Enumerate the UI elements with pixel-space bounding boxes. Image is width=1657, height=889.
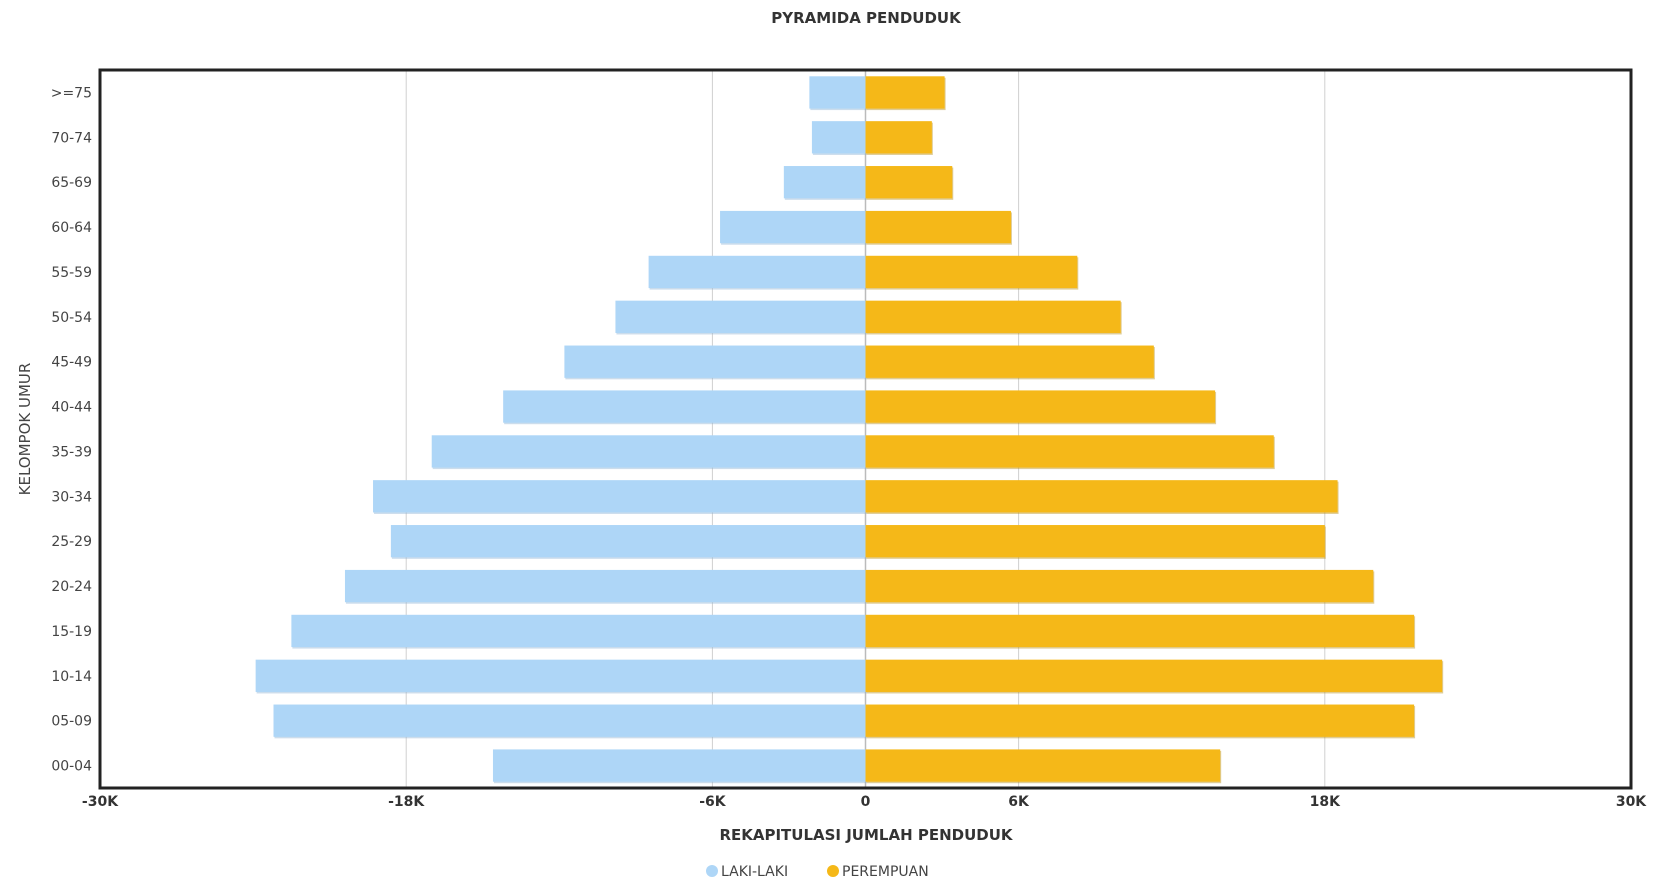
- plot-frame: [98, 68, 1633, 790]
- bar-laki-laki-4549[interactable]: [564, 345, 866, 378]
- x-tick-label: -30K: [82, 794, 119, 810]
- x-tick-labels: -30K -18K -6K 0 6K 18K 30K: [82, 794, 1647, 810]
- bar-perempuan-1014[interactable]: [865, 659, 1443, 692]
- y-tick-label: 35-39: [51, 444, 92, 460]
- bar-perempuan-2529[interactable]: [865, 525, 1325, 558]
- bar-perempuan-5054[interactable]: [865, 300, 1121, 333]
- bar-laki-laki-1014[interactable]: [255, 659, 866, 692]
- bar-perempuan-3034[interactable]: [865, 480, 1338, 513]
- y-tick-label: 50-54: [51, 310, 92, 326]
- y-tick-label: 05-09: [51, 714, 92, 730]
- bar-perempuan-3539[interactable]: [865, 435, 1274, 468]
- x-tick-label: 6K: [1008, 794, 1030, 810]
- x-tick-label: 0: [861, 794, 871, 810]
- y-tick-label: 65-69: [51, 175, 92, 191]
- y-tick-label: 25-29: [51, 534, 92, 550]
- bar-laki-laki-0509[interactable]: [273, 704, 866, 737]
- legend-label: LAKI-LAKI: [721, 864, 788, 880]
- y-tick-label: 30-34: [51, 489, 92, 505]
- y-tick-label: >=75: [51, 85, 92, 101]
- y-tick-label: 10-14: [51, 669, 92, 685]
- y-tick-label: 00-04: [51, 759, 92, 775]
- x-axis-title: REKAPITULASI JUMLAH PENDUDUK: [719, 826, 1013, 844]
- y-tick-label: 20-24: [51, 579, 92, 595]
- bar-laki-laki-3034[interactable]: [373, 480, 866, 513]
- bar-laki-laki-5559[interactable]: [648, 255, 866, 289]
- x-tick-label: 18K: [1310, 794, 1341, 810]
- bar-laki-laki-7074[interactable]: [811, 121, 866, 154]
- bar-perempuan-4044[interactable]: [865, 390, 1216, 423]
- bar-perempuan-7074[interactable]: [865, 121, 932, 154]
- y-tick-label: 70-74: [51, 130, 92, 146]
- legend-marker: [706, 865, 718, 877]
- bar-laki-laki-5054[interactable]: [615, 300, 866, 333]
- y-tick-label: 15-19: [51, 624, 92, 640]
- bar-laki-laki-2529[interactable]: [390, 525, 866, 558]
- y-tick-label: 55-59: [51, 265, 92, 281]
- y-axis-title: KELOMPOK UMUR: [16, 363, 34, 496]
- bar-laki-laki-1519[interactable]: [291, 614, 866, 648]
- legend-label: PEREMPUAN: [842, 864, 929, 880]
- x-tick-label: -6K: [699, 794, 727, 810]
- bar-perempuan-6569[interactable]: [865, 166, 953, 199]
- legend[interactable]: LAKI-LAKI PEREMPUAN: [706, 864, 929, 880]
- bar-laki-laki-75[interactable]: [809, 76, 866, 109]
- legend-marker: [827, 865, 839, 877]
- y-tick-labels: >=75 70-74 65-69 60-64 55-59 50-54 45-49 40-44 3…: [51, 85, 92, 774]
- bar-perempuan-0004[interactable]: [865, 749, 1221, 782]
- bar-perempuan-6064[interactable]: [865, 210, 1011, 244]
- legend-item-laki-laki[interactable]: LAKI-LAKI: [706, 864, 788, 880]
- bar-laki-laki-0004[interactable]: [492, 749, 866, 782]
- bar-perempuan-2024[interactable]: [865, 569, 1374, 603]
- bar-laki-laki-4044[interactable]: [503, 390, 866, 423]
- chart-title: PYRAMIDA PENDUDUK: [771, 9, 962, 27]
- x-tick-label: 30K: [1616, 794, 1647, 810]
- bars-layer: [255, 76, 1444, 784]
- bar-perempuan-4549[interactable]: [865, 345, 1154, 378]
- x-tick-label: -18K: [388, 794, 425, 810]
- y-tick-label: 45-49: [51, 355, 92, 371]
- bar-laki-laki-2024[interactable]: [344, 569, 866, 603]
- bar-perempuan-5559[interactable]: [865, 255, 1078, 289]
- bar-laki-laki-6064[interactable]: [720, 210, 866, 244]
- legend-item-perempuan[interactable]: PEREMPUAN: [827, 864, 929, 880]
- bar-perempuan-1519[interactable]: [865, 614, 1415, 648]
- bar-perempuan-0509[interactable]: [865, 704, 1415, 737]
- y-tick-label: 60-64: [51, 220, 92, 236]
- bar-laki-laki-6569[interactable]: [783, 166, 866, 199]
- bar-laki-laki-3539[interactable]: [431, 435, 866, 468]
- y-tick-label: 40-44: [51, 400, 92, 416]
- bar-perempuan-75[interactable]: [865, 76, 945, 109]
